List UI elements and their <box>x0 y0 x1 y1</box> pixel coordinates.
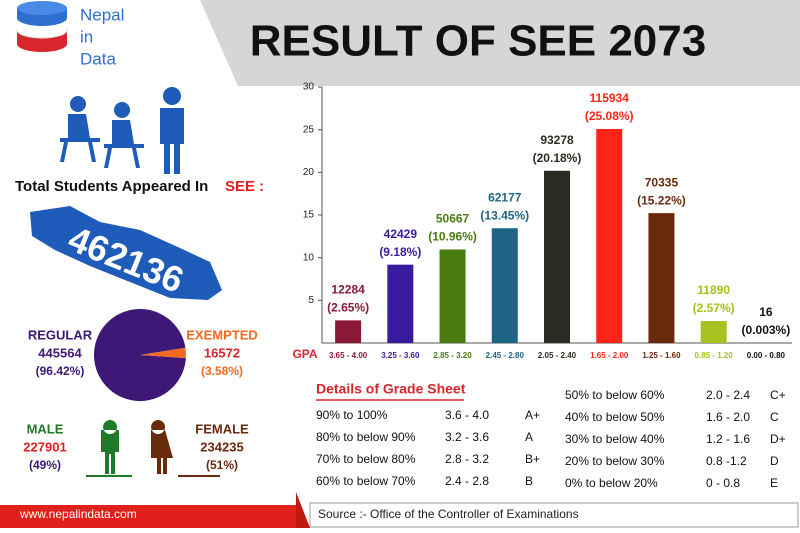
pie-label: EXEMPTED <box>186 327 258 342</box>
count-label: 62177 <box>488 190 522 204</box>
bar <box>335 320 361 343</box>
grade-cell: 1.6 - 2.0 <box>706 410 750 424</box>
footer-fold <box>296 492 310 528</box>
x-tick-label: 0.85 - 1.20 <box>695 351 734 360</box>
students-icon <box>60 87 184 174</box>
bar <box>387 265 413 343</box>
source: Source :- Office of the Controller of Ex… <box>318 507 579 521</box>
grade-cell: 2.8 - 3.2 <box>445 452 489 466</box>
y-tick-label: 15 <box>303 210 315 221</box>
pie-value-label: (3.58%) <box>201 364 243 378</box>
grade-cell: 70% to below 80% <box>316 452 416 466</box>
value-label: (9.18%) <box>379 245 421 259</box>
grade-sheet-title: Details of Grade Sheet <box>316 381 466 397</box>
gender-count: 227901 <box>23 439 66 454</box>
y-tick-label: 20 <box>303 167 315 178</box>
gender-count: 234235 <box>200 439 243 454</box>
bar <box>648 213 674 343</box>
gender-percent: (51%) <box>206 458 238 472</box>
grade-cell: C <box>770 410 779 424</box>
y-tick-label: 10 <box>303 252 315 263</box>
grade-cell: 0% to below 20% <box>565 476 658 490</box>
x-tick-label: 0.00 - 0.80 <box>747 351 786 360</box>
grade-cell: 30% to below 40% <box>565 432 665 446</box>
count-label: 70335 <box>645 175 679 189</box>
grade-cell: A+ <box>525 408 540 422</box>
grade-cell: 2.4 - 2.8 <box>445 474 489 488</box>
count-label: 42429 <box>384 227 418 241</box>
total-label-em: SEE : <box>225 178 264 195</box>
pie-count: 445564 <box>38 345 82 360</box>
x-tick-label: 3.65 - 4.00 <box>329 351 368 360</box>
x-tick-label: 1.25 - 1.60 <box>642 351 681 360</box>
grade-cell: 0 - 0.8 <box>706 476 740 490</box>
value-label: (15.22%) <box>637 193 686 207</box>
grade-cell: B <box>525 474 533 488</box>
logo-text: Data <box>80 49 116 68</box>
count-label: 50667 <box>436 212 470 226</box>
bar <box>544 171 570 343</box>
count-label: 16 <box>759 305 773 319</box>
count-label: 93278 <box>540 133 574 147</box>
gender-name: MALE <box>27 421 64 436</box>
grade-cell: E <box>770 476 778 490</box>
pie-value-label: (96.42%) <box>36 364 85 378</box>
x-tick-label: 2.85 - 3.20 <box>433 351 472 360</box>
value-label: (25.08%) <box>585 109 634 123</box>
grade-cell: 80% to below 90% <box>316 430 416 444</box>
gender-name: FEMALE <box>195 421 249 436</box>
grade-cell: 3.2 - 3.6 <box>445 430 489 444</box>
logo-icon <box>17 1 67 52</box>
y-tick-label: 5 <box>308 295 314 306</box>
male-icon <box>101 420 119 474</box>
grade-cell: 2.0 - 2.4 <box>706 388 750 402</box>
logo-text: in <box>80 27 93 46</box>
pie-count: 16572 <box>204 345 240 360</box>
grade-cell: 20% to below 30% <box>565 454 665 468</box>
grade-cell: B+ <box>525 452 540 466</box>
bar <box>596 129 622 343</box>
count-label: 115934 <box>590 91 630 105</box>
logo-text: Nepal <box>80 5 124 24</box>
grade-cell: 1.2 - 1.6 <box>706 432 750 446</box>
website: www.nepalindata.com <box>19 507 137 521</box>
y-tick-label: 30 <box>303 82 315 93</box>
value-label: (2.57%) <box>693 301 735 315</box>
grade-cell: 3.6 - 4.0 <box>445 408 489 422</box>
count-label: 11890 <box>697 283 730 297</box>
grade-cell: 40% to below 50% <box>565 410 665 424</box>
x-tick-label: 2.05 - 2.40 <box>538 351 577 360</box>
y-tick-label: 25 <box>303 124 315 135</box>
grade-cell: 50% to below 60% <box>565 388 665 402</box>
total-label: Total Students Appeared In <box>15 178 208 195</box>
value-label: (2.65%) <box>327 301 369 315</box>
female-icon <box>151 420 173 474</box>
value-label: (13.45%) <box>480 208 529 222</box>
x-tick-label: 1.65 - 2.00 <box>590 351 629 360</box>
grade-cell: 0.8 -1.2 <box>706 454 747 468</box>
value-label: (10.96%) <box>428 230 477 244</box>
grade-cell: 90% to 100% <box>316 408 388 422</box>
grade-cell: A <box>525 430 533 444</box>
gender-percent: (49%) <box>29 458 61 472</box>
x-tick-label: 3.25 - 3.60 <box>381 351 420 360</box>
grade-cell: C+ <box>770 388 786 402</box>
bar <box>701 321 727 343</box>
x-axis-label: GPA <box>292 347 317 361</box>
title: RESULT OF SEE 2073 <box>250 17 706 66</box>
pie-label: REGULAR <box>28 327 93 342</box>
bar <box>440 249 466 343</box>
x-tick-label: 2.45 - 2.80 <box>486 351 525 360</box>
grade-cell: D <box>770 454 779 468</box>
grade-cell: 60% to below 70% <box>316 474 416 488</box>
value-label: (20.18%) <box>533 151 582 165</box>
count-label: 12284 <box>331 283 365 297</box>
grade-cell: D+ <box>770 432 786 446</box>
bar <box>492 228 518 343</box>
value-label: (0.003%) <box>742 323 791 337</box>
